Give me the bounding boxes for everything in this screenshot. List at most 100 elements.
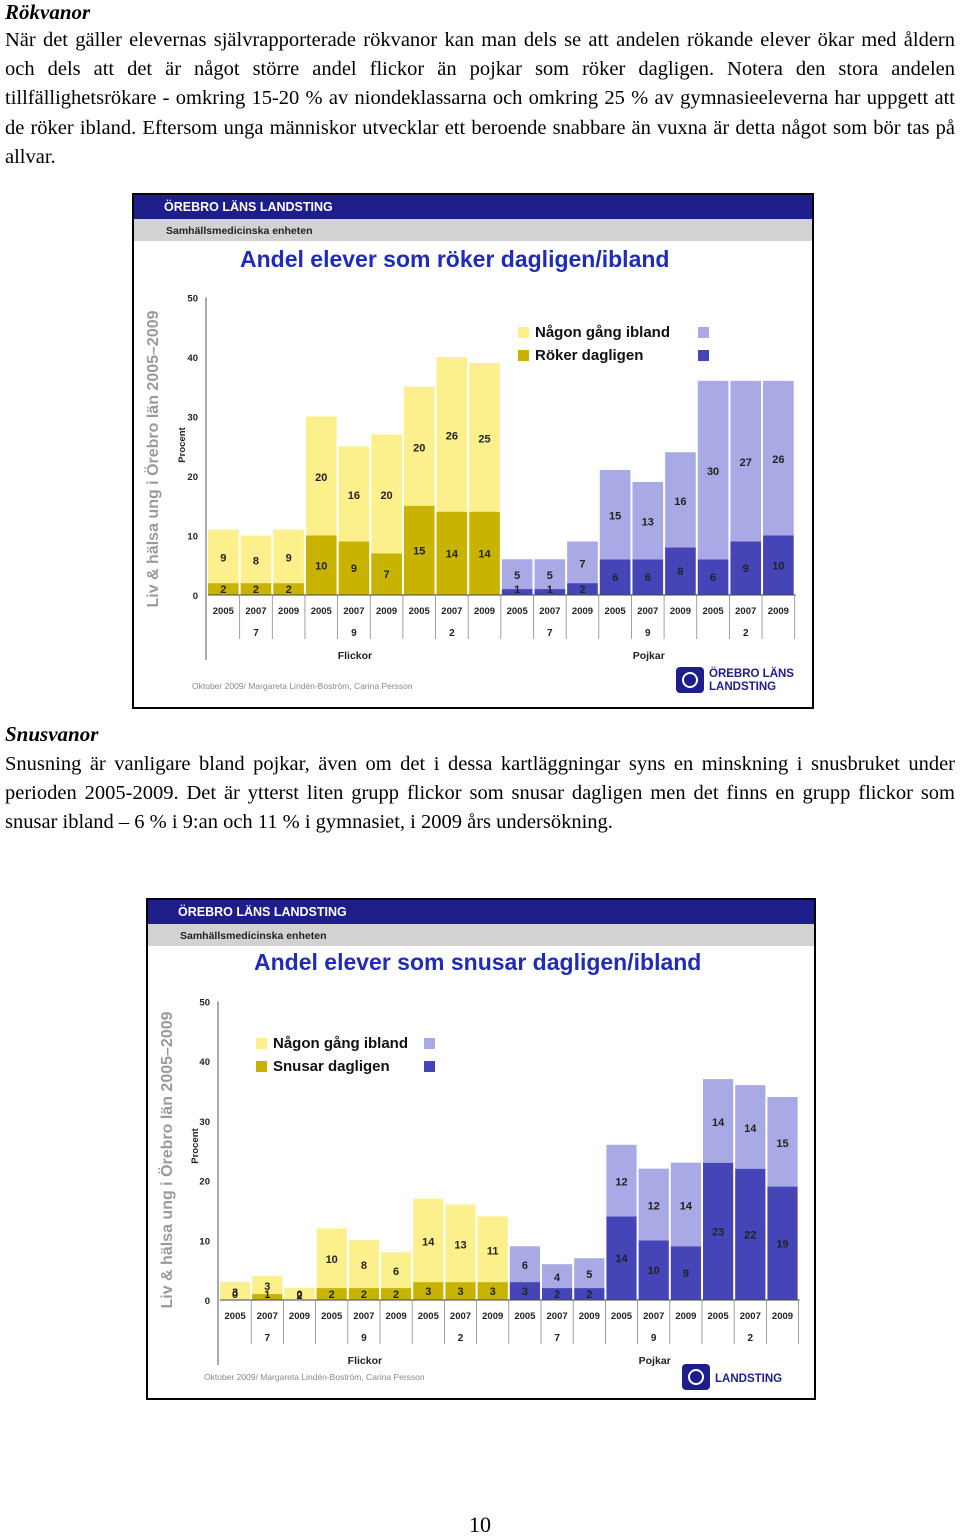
bar-occasional bbox=[599, 470, 631, 560]
x-year-label: 2005 bbox=[311, 606, 333, 617]
bar-daily bbox=[208, 583, 239, 595]
bar-occasional bbox=[477, 1216, 508, 1283]
bar-occasional bbox=[208, 529, 239, 584]
chart-title: Andel elever som röker dagligen/ibland bbox=[240, 246, 669, 272]
x-year-label: 2009 bbox=[482, 1311, 503, 1322]
x-year-label: 2007 bbox=[441, 606, 462, 617]
bar-daily bbox=[305, 535, 337, 595]
header-band bbox=[148, 900, 814, 924]
bar-occasional-label: 16 bbox=[674, 496, 686, 508]
bar-occasional-label: 5 bbox=[514, 570, 520, 582]
x-year-label: 2007 bbox=[343, 606, 364, 617]
bar-occasional-label: 6 bbox=[522, 1260, 528, 1272]
bar-daily-label: 0 bbox=[232, 1289, 238, 1301]
bar-daily-label: 2 bbox=[393, 1289, 399, 1301]
bar-occasional-label: 15 bbox=[776, 1138, 788, 1150]
bar-occasional bbox=[509, 1246, 540, 1283]
x-year-label: 2005 bbox=[409, 606, 431, 617]
logo-text: ÖREBRO LÄNS bbox=[709, 667, 794, 680]
bar-daily-label: 3 bbox=[490, 1286, 496, 1298]
chart-snus: ÖREBRO LÄNS LANDSTING Samhällsmedicinska … bbox=[146, 898, 816, 1400]
bar-occasional bbox=[730, 380, 762, 542]
y-tick-label: 40 bbox=[187, 353, 198, 364]
bar-occasional bbox=[240, 535, 272, 584]
bar-occasional bbox=[638, 1168, 669, 1241]
bar-daily-label: 10 bbox=[772, 560, 784, 572]
footer-credit: Oktober 2009/ Margareta Lindén-Boström, … bbox=[192, 681, 413, 691]
legend-label-ibland: Någon gång ibland bbox=[273, 1035, 408, 1052]
bar-daily bbox=[632, 559, 664, 595]
bar-occasional-label: 5 bbox=[547, 570, 553, 582]
bar-occasional-label: 10 bbox=[326, 1254, 338, 1266]
bar-daily bbox=[469, 511, 500, 595]
bar-daily-label: 9 bbox=[683, 1268, 689, 1280]
bar-occasional bbox=[403, 386, 435, 506]
bar-daily-label: 2 bbox=[329, 1289, 335, 1301]
subheader-band bbox=[134, 219, 812, 241]
y-tick-label: 10 bbox=[199, 1236, 210, 1247]
bar-daily-label: 1 bbox=[547, 584, 553, 596]
bar-daily-label: 3 bbox=[425, 1286, 431, 1298]
bar-daily-label: 1 bbox=[514, 584, 520, 596]
x-year-label: 2009 bbox=[289, 1311, 310, 1322]
logo-emblem-ring bbox=[682, 672, 698, 688]
bar-daily-label: 6 bbox=[710, 572, 716, 584]
chart-title: Andel elever som snusar dagligen/ibland bbox=[254, 949, 701, 975]
bar-occasional-label: 3 bbox=[264, 1281, 270, 1293]
bar-daily-label: 10 bbox=[315, 560, 327, 572]
bar-occasional-label: 20 bbox=[315, 472, 327, 484]
bar-daily bbox=[273, 583, 304, 595]
bar-daily bbox=[697, 559, 729, 595]
bar-daily-label: 9 bbox=[351, 563, 357, 575]
x-year-label: 2005 bbox=[225, 1311, 247, 1322]
bar-occasional bbox=[348, 1240, 379, 1289]
legend-swatch-flickor-daglig bbox=[256, 1061, 267, 1072]
x-year-label: 2007 bbox=[637, 606, 658, 617]
bar-daily bbox=[638, 1240, 669, 1300]
bar-occasional bbox=[252, 1276, 283, 1295]
header-org-text: ÖREBRO LÄNS LANDSTING bbox=[164, 199, 333, 214]
y-tick-label: 50 bbox=[187, 294, 198, 305]
bar-occasional-label: 13 bbox=[454, 1239, 466, 1251]
x-grade-label: 2 bbox=[458, 1333, 464, 1344]
bar-occasional-label: 20 bbox=[380, 490, 392, 502]
x-year-label: 2009 bbox=[376, 606, 397, 617]
bar-occasional bbox=[305, 416, 337, 536]
bar-daily bbox=[763, 535, 794, 595]
bar-daily-label: 23 bbox=[712, 1226, 724, 1238]
side-survey-text: Liv & hälsa ung i Örebro län 2005–2009 bbox=[157, 1011, 176, 1308]
header-band bbox=[134, 195, 812, 219]
bar-occasional-label: 26 bbox=[772, 454, 784, 466]
y-tick-label: 30 bbox=[199, 1117, 210, 1128]
x-year-label: 2007 bbox=[353, 1311, 374, 1322]
bar-daily-label: 7 bbox=[384, 569, 390, 581]
legend-label-daglig: Röker dagligen bbox=[535, 347, 643, 364]
bar-daily bbox=[371, 553, 402, 595]
bar-occasional bbox=[703, 1079, 734, 1163]
bar-daily-label: 2 bbox=[586, 1289, 592, 1301]
bar-occasional bbox=[220, 1282, 251, 1300]
x-year-label: 2007 bbox=[450, 1311, 471, 1322]
bar-occasional bbox=[567, 541, 598, 584]
bar-occasional-label: 2 bbox=[296, 1290, 302, 1302]
x-grade-label: 9 bbox=[645, 628, 651, 639]
x-year-label: 2005 bbox=[321, 1311, 343, 1322]
bar-daily bbox=[703, 1162, 734, 1300]
bar-occasional bbox=[767, 1097, 798, 1187]
bar-occasional bbox=[670, 1162, 701, 1247]
bar-daily bbox=[534, 589, 566, 595]
x-sex-label: Flickor bbox=[348, 1355, 382, 1367]
page-number: 10 bbox=[469, 1512, 491, 1537]
logo-emblem-ring bbox=[688, 1369, 704, 1385]
bar-daily bbox=[477, 1282, 508, 1300]
bar-daily-label: 9 bbox=[743, 563, 749, 575]
bar-daily-label: 14 bbox=[446, 548, 459, 560]
bar-daily-label: 2 bbox=[253, 584, 259, 596]
x-year-label: 2007 bbox=[257, 1311, 278, 1322]
bar-daily-label: 2 bbox=[554, 1289, 560, 1301]
bar-occasional bbox=[665, 452, 696, 548]
bar-occasional-label: 15 bbox=[609, 511, 621, 523]
paragraph-snusvanor: Snusning är vanligare bland pojkar, även… bbox=[5, 753, 955, 834]
bar-daily bbox=[240, 583, 272, 595]
bar-daily-label: 6 bbox=[645, 572, 651, 584]
